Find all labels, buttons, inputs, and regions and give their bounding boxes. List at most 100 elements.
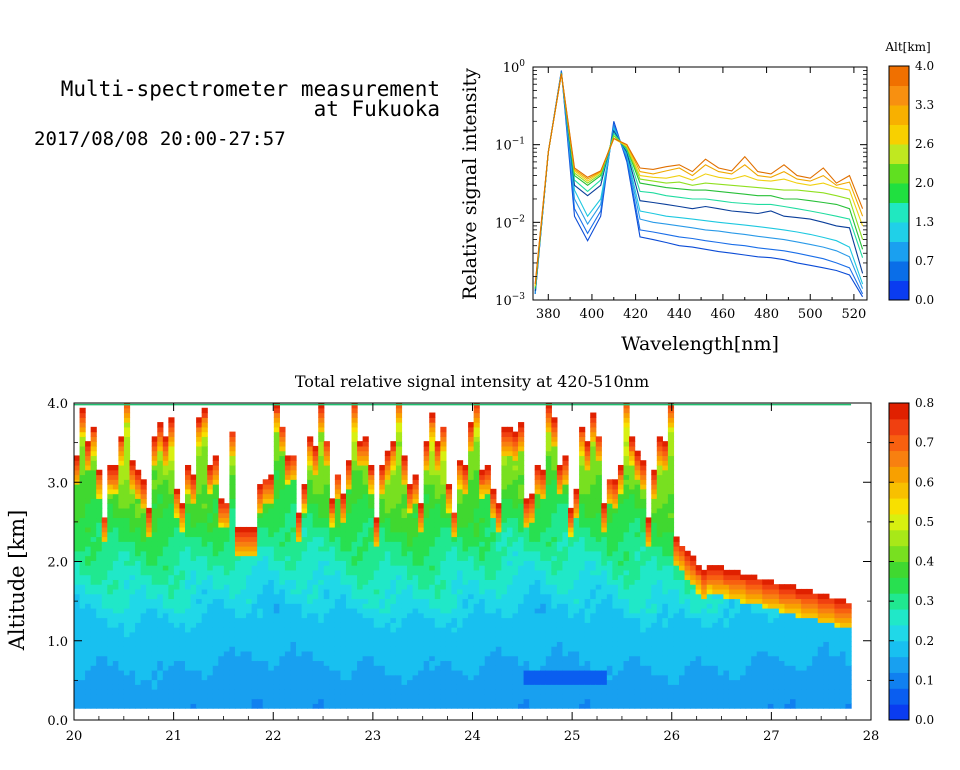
heatmap-cell — [357, 598, 364, 604]
heatmap-cell — [123, 569, 131, 576]
heatmap-cell — [484, 574, 491, 580]
heatmap-cell — [123, 498, 131, 504]
heatmap-cell — [79, 536, 86, 542]
heatmap-cell — [301, 603, 308, 609]
heatmap-cell — [273, 541, 280, 547]
heatmap-cell — [323, 665, 330, 671]
heatmap-cell — [279, 579, 286, 585]
heatmap-cell — [495, 636, 502, 642]
heatmap-cell — [340, 650, 347, 657]
heatmap-cell — [162, 507, 169, 514]
heatmap-cell — [234, 617, 242, 623]
heatmap-cell — [456, 603, 464, 609]
heatmap-cell — [473, 450, 480, 457]
heatmap-cell — [568, 646, 575, 652]
heatmap-cell — [518, 512, 525, 519]
heatmap-cell — [506, 464, 514, 471]
heatmap-cell — [257, 536, 264, 542]
heatmap-cell — [490, 565, 497, 571]
heatmap-cell — [301, 484, 308, 490]
heatmap-cell — [201, 588, 208, 595]
heatmap-cell — [479, 555, 486, 561]
heatmap-cell — [545, 546, 552, 552]
heatmap-cell — [268, 627, 275, 633]
heatmap-cell — [395, 536, 403, 542]
heatmap-cell — [329, 498, 336, 504]
heatmap-cell — [534, 560, 541, 566]
heatmap-cell — [573, 665, 580, 671]
heatmap-cell — [479, 622, 486, 628]
heatmap-cell — [268, 522, 275, 528]
heatmap-cell — [368, 531, 375, 538]
heatmap-cell — [479, 479, 486, 485]
heatmap-cell — [407, 698, 414, 704]
heatmap-cell — [212, 541, 219, 547]
heatmap-cell — [140, 641, 147, 647]
heatmap-cell — [107, 698, 114, 704]
heatmap-cell — [307, 517, 314, 523]
heatmap-cell — [279, 460, 286, 466]
heatmap-cell — [401, 560, 408, 566]
heatmap-cell — [290, 603, 297, 609]
heatmap-cell — [501, 641, 508, 647]
heatmap-cell — [501, 522, 508, 528]
heatmap-cell — [318, 655, 325, 662]
heatmap-cell — [384, 636, 391, 642]
heatmap-cell — [268, 503, 275, 509]
heatmap-cell — [401, 679, 408, 685]
heatmap-cell — [429, 588, 436, 595]
heatmap-cell — [212, 646, 219, 652]
heatmap-cell — [473, 546, 480, 552]
heatmap-cell — [223, 674, 231, 681]
heatmap-cell — [468, 631, 475, 638]
heatmap-cell — [451, 531, 458, 538]
heatmap-cell — [551, 431, 558, 437]
heatmap-cell — [351, 689, 358, 695]
heatmap-cell — [101, 684, 108, 690]
heatmap-cell — [512, 574, 519, 580]
heatmap-cell — [445, 703, 453, 709]
heatmap-cell — [329, 503, 336, 509]
heatmap-cell — [484, 488, 491, 495]
heatmap-cell — [157, 646, 164, 652]
heatmap-cell — [512, 445, 519, 452]
heatmap-cell — [135, 579, 142, 585]
heatmap-cell — [357, 526, 364, 533]
heatmap-cell — [168, 674, 175, 681]
heatmap-cell — [384, 689, 391, 695]
heatmap-cell — [529, 493, 536, 499]
heatmap-cell — [368, 479, 375, 485]
heatmap-cell — [479, 579, 486, 585]
heatmap-cell — [368, 484, 375, 490]
heatmap-cell — [151, 455, 158, 461]
heatmap-cell — [373, 574, 380, 580]
heatmap-cell — [257, 541, 264, 547]
heatmap-cell — [185, 474, 192, 480]
heatmap-cell — [418, 512, 425, 519]
heatmap-cell — [273, 498, 280, 504]
heatmap-cell — [85, 460, 92, 466]
heatmap-cell — [512, 460, 519, 466]
heatmap-cell — [456, 484, 464, 490]
heatmap-cell — [212, 703, 219, 709]
heatmap-cell — [112, 693, 119, 700]
heatmap-cell — [251, 641, 258, 647]
heatmap-cell — [529, 579, 536, 585]
heatmap-cell — [395, 455, 403, 461]
heatmap-cell — [484, 550, 491, 557]
heatmap-cell — [334, 612, 342, 619]
heatmap-cell — [307, 679, 314, 685]
heatmap-cell — [196, 588, 203, 595]
heatmap-cell — [96, 660, 103, 666]
heatmap-cell — [357, 622, 364, 628]
heatmap-cell — [101, 669, 108, 676]
heatmap-cell — [529, 546, 536, 552]
heatmap-cell — [579, 574, 586, 580]
heatmap-cell — [312, 669, 319, 676]
heatmap-cell — [540, 484, 547, 490]
heatmap-cell — [112, 541, 119, 547]
heatmap-cell — [179, 555, 186, 561]
heatmap-cell — [135, 474, 142, 480]
heatmap-cell — [462, 531, 469, 538]
heatmap-cell — [85, 488, 92, 495]
